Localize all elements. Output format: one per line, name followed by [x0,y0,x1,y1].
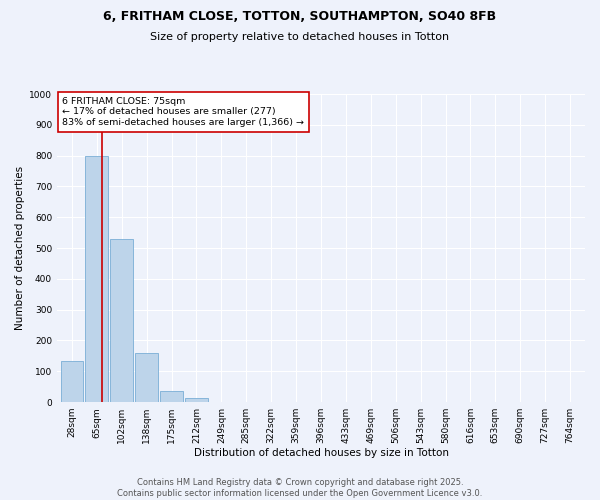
Bar [61,360,83,402]
Text: Contains HM Land Registry data © Crown copyright and database right 2025.
Contai: Contains HM Land Registry data © Crown c… [118,478,482,498]
Bar [135,353,158,402]
Y-axis label: Number of detached properties: Number of detached properties [15,166,25,330]
Text: 6, FRITHAM CLOSE, TOTTON, SOUTHAMPTON, SO40 8FB: 6, FRITHAM CLOSE, TOTTON, SOUTHAMPTON, S… [103,10,497,23]
Text: Size of property relative to detached houses in Totton: Size of property relative to detached ho… [151,32,449,42]
Bar [110,239,133,402]
Bar [185,398,208,402]
Bar [85,156,109,402]
Bar [160,390,183,402]
Text: 6 FRITHAM CLOSE: 75sqm
← 17% of detached houses are smaller (277)
83% of semi-de: 6 FRITHAM CLOSE: 75sqm ← 17% of detached… [62,97,304,127]
X-axis label: Distribution of detached houses by size in Totton: Distribution of detached houses by size … [194,448,449,458]
